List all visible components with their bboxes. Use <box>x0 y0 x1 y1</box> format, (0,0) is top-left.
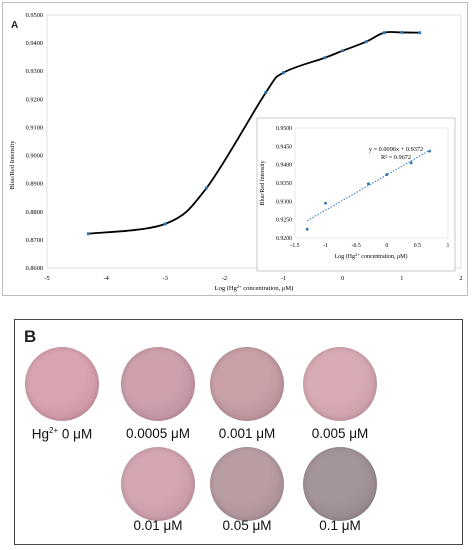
main-y-tick-label: 0.8600 <box>26 265 43 272</box>
inset-x-tick-label: 0.5 <box>414 243 421 249</box>
sample-well-label: 0.1 μM <box>319 518 361 533</box>
inset-x-tick-label: 1 <box>447 243 450 249</box>
main-y-tick-label: 0.9500 <box>26 12 43 19</box>
inset-data-point <box>428 149 431 153</box>
sample-well-label: Hg2+ 0 μM <box>31 426 93 442</box>
main-data-point <box>281 71 286 75</box>
main-y-tick-label: 0.9100 <box>26 124 43 131</box>
inset-y-axis-label: Blue/Red Intensity <box>260 160 266 205</box>
inset-data-point <box>409 161 413 165</box>
main-x-tick-label: 1 <box>400 275 403 282</box>
sample-well <box>210 447 284 521</box>
main-y-tick-label: 0.9300 <box>26 68 43 75</box>
main-x-axis-label: Log (Hg2+ concentration, μM) <box>215 284 294 293</box>
inset-y-tick-label: 0.9400 <box>276 163 292 169</box>
main-data-point <box>418 31 422 35</box>
main-x-tick-label: 2 <box>459 275 462 282</box>
main-data-point <box>382 31 386 35</box>
inset-x-tick-label: -0.5 <box>352 243 361 249</box>
main-y-tick-label: 0.8900 <box>26 181 43 188</box>
sample-well-label: 0.001 μM <box>218 426 276 441</box>
main-x-tick-label: -1 <box>281 275 286 282</box>
main-data-point <box>264 90 268 95</box>
sample-well <box>303 347 377 421</box>
main-y-tick-label: 0.9000 <box>26 153 43 160</box>
inset-data-point <box>366 182 370 186</box>
inset-trendline <box>306 149 430 222</box>
panel-a-chart: 0.8600 0.8700 0.8800 0.8900 0.9000 0.9100 0.92… <box>9 12 463 293</box>
main-plot-area <box>46 14 462 269</box>
inset-y-tick-label: 0.9250 <box>276 218 292 224</box>
main-data-point <box>323 56 327 60</box>
sample-well <box>25 347 99 421</box>
main-fit-curve <box>88 31 420 235</box>
main-data-point <box>400 30 404 35</box>
inset-y-tick-label: 0.9450 <box>276 144 292 150</box>
panel-a-letter: A <box>11 20 19 31</box>
sample-well-label: 0.05 μM <box>222 518 272 533</box>
main-y-axis-label: Blue/Red Intensity <box>9 140 16 190</box>
main-data-point <box>205 186 209 190</box>
main-x-tick-label: -4 <box>104 275 110 282</box>
sample-well-label: 0.01 μM <box>133 518 183 533</box>
inset-plot-area <box>294 127 449 239</box>
main-data-point <box>364 40 368 44</box>
inset-x-tick-label: -1.5 <box>290 243 299 249</box>
inset-y-tick-label: 0.9300 <box>276 199 292 205</box>
inset-y-tick-label: 0.9500 <box>276 126 292 132</box>
inset-data-point <box>324 201 327 205</box>
main-data-point <box>86 232 90 236</box>
sample-well <box>121 347 195 421</box>
inset-x-tick-label: -1 <box>323 243 328 249</box>
panel-b-letter: B <box>24 327 37 346</box>
inset-y-tick-label: 0.9350 <box>276 181 292 187</box>
inset-x-tick-label: 0 <box>385 243 388 249</box>
main-y-tick-label: 0.9400 <box>26 40 43 47</box>
main-x-tick-label: -2 <box>222 275 227 282</box>
main-data-point <box>163 222 167 226</box>
main-data-point <box>341 49 345 53</box>
sample-well <box>121 447 195 521</box>
inset-r-squared: R² = 0.9672 <box>381 154 411 161</box>
sample-well <box>303 447 377 521</box>
main-y-tick-label: 0.9200 <box>26 96 43 103</box>
main-x-tick-label: 0 <box>341 275 344 282</box>
sample-well-label: 0.0005 μM <box>125 426 191 441</box>
main-x-tick-label: -5 <box>44 275 49 282</box>
inset-equation: y = 0.0096x + 0.9372 <box>369 146 423 153</box>
inset-frame <box>256 117 456 272</box>
main-y-tick-label: 0.8700 <box>26 237 43 244</box>
main-y-tick-label: 0.8800 <box>26 209 43 216</box>
inset-x-axis-label: Log (Hg2+ concentration, μM) <box>335 252 408 261</box>
sample-well <box>210 347 284 421</box>
inset-y-tick-label: 0.9200 <box>276 236 292 242</box>
sample-well-label: 0.005 μM <box>311 426 369 441</box>
inset-data-point <box>305 227 309 231</box>
main-x-tick-label: -3 <box>163 275 168 282</box>
inset-data-point <box>385 173 389 176</box>
